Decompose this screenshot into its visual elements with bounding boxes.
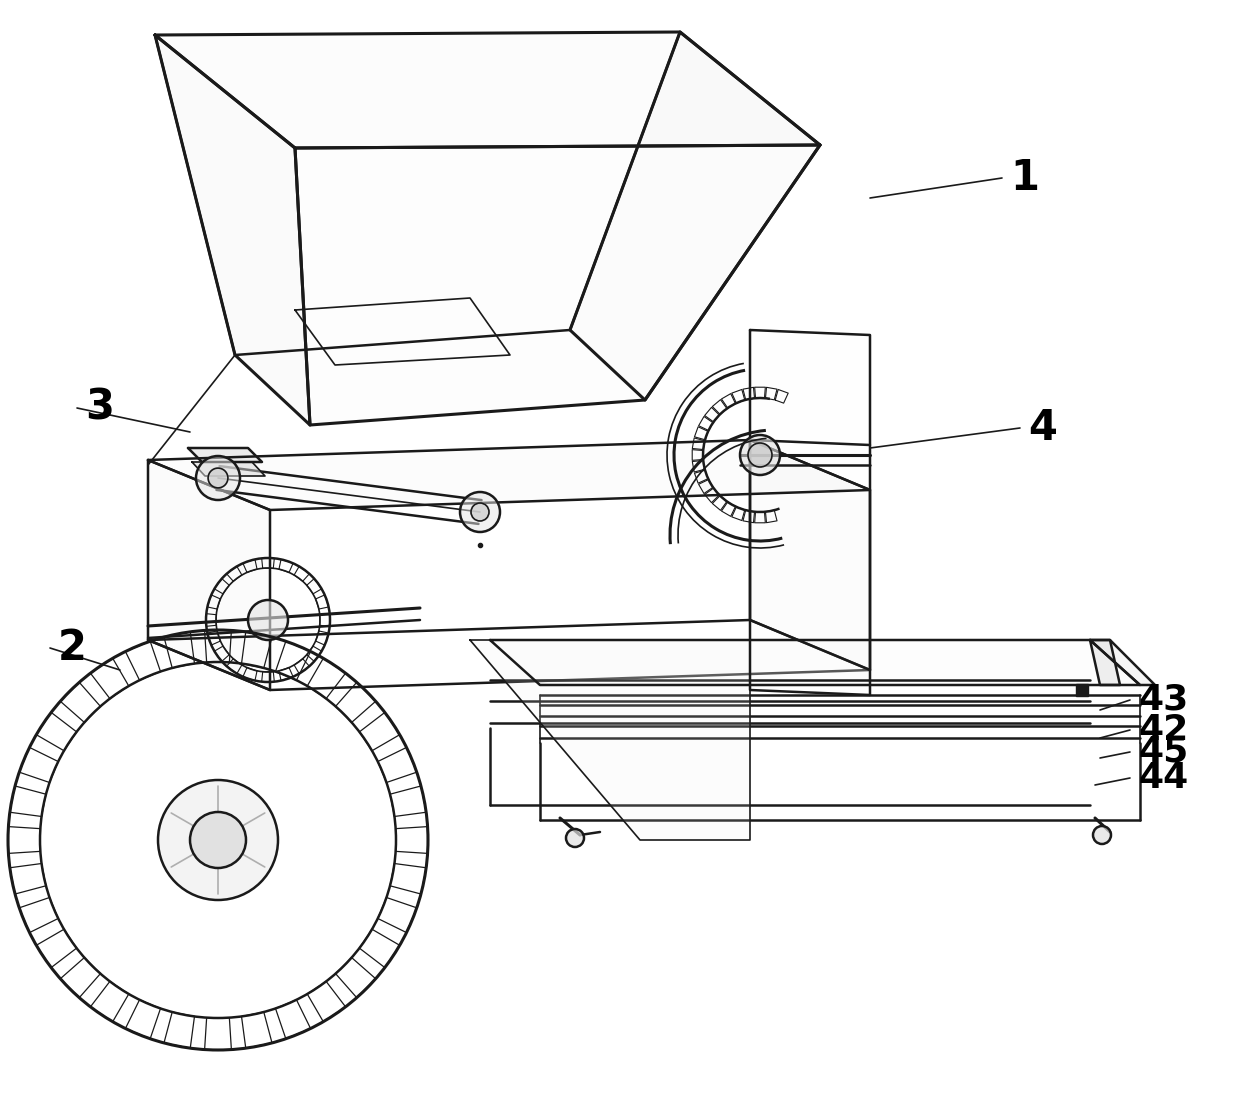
Polygon shape (192, 462, 265, 477)
Polygon shape (155, 35, 310, 425)
Polygon shape (750, 440, 870, 670)
Text: 42: 42 (1138, 713, 1188, 747)
Polygon shape (1090, 640, 1154, 685)
Text: 43: 43 (1138, 683, 1188, 717)
Circle shape (190, 813, 246, 869)
Circle shape (565, 829, 584, 847)
Circle shape (460, 492, 500, 533)
Circle shape (1092, 826, 1111, 844)
Circle shape (471, 503, 489, 520)
Circle shape (208, 468, 228, 488)
Polygon shape (490, 640, 1140, 685)
Polygon shape (295, 145, 820, 425)
Circle shape (248, 600, 288, 640)
Circle shape (740, 435, 780, 475)
Polygon shape (148, 460, 270, 690)
Polygon shape (470, 640, 750, 840)
Polygon shape (155, 32, 820, 148)
Circle shape (157, 780, 278, 900)
Text: 1: 1 (1011, 157, 1039, 199)
Text: 2: 2 (58, 627, 87, 669)
Text: 45: 45 (1138, 735, 1188, 769)
Text: 4: 4 (1028, 407, 1056, 449)
Text: 44: 44 (1138, 761, 1188, 795)
Text: 3: 3 (86, 386, 114, 429)
Circle shape (196, 456, 241, 500)
Circle shape (748, 442, 773, 467)
Polygon shape (188, 448, 262, 462)
Polygon shape (750, 330, 870, 695)
Polygon shape (570, 32, 820, 400)
Polygon shape (148, 440, 870, 509)
Polygon shape (1090, 640, 1120, 685)
